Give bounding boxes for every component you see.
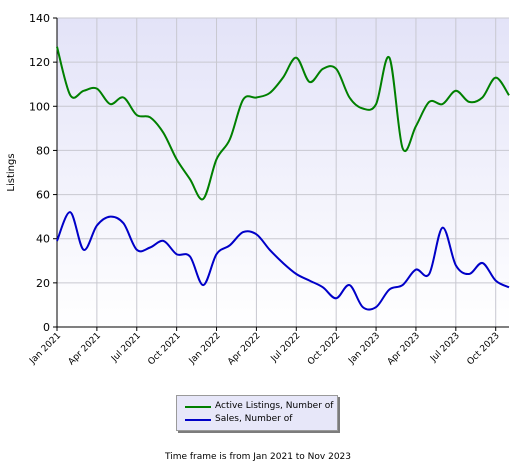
legend-item-sales: Sales, Number of	[177, 413, 337, 427]
y-tick-label: 60	[36, 189, 50, 202]
y-tick-label: 100	[29, 100, 50, 113]
x-tick-label: Apr 2022	[226, 331, 262, 367]
y-tick-label: 0	[43, 321, 50, 334]
y-axis-label: Listings	[6, 153, 17, 191]
x-tick-label: Apr 2021	[67, 331, 103, 367]
x-tick-label: Jul 2023	[428, 331, 462, 365]
series-line-sales	[56, 211, 510, 311]
series-lines	[56, 46, 510, 311]
y-tick-label: 80	[36, 144, 50, 157]
x-tick-label: Jul 2022	[269, 331, 303, 365]
x-tick-label: Oct 2022	[306, 331, 342, 367]
x-tick-label: Jul 2021	[109, 331, 143, 365]
y-tick-labels: 0 20 40 60 80 100 120 140	[29, 12, 50, 334]
legend-item-active-listings: Active Listings, Number of	[177, 400, 337, 414]
x-tick-label: Jan 2021	[27, 331, 63, 367]
x-tick-label: Jan 2023	[346, 331, 382, 367]
plot-area	[57, 18, 509, 327]
x-tick-label: Jan 2022	[187, 331, 223, 367]
legend-label-active-listings: Active Listings, Number of	[215, 401, 334, 411]
y-tick-label: 120	[29, 56, 50, 69]
x-tick-label: Oct 2023	[466, 331, 502, 367]
legend-label-sales: Sales, Number of	[215, 414, 293, 424]
legend: Active Listings, Number of Sales, Number…	[176, 395, 338, 431]
y-tick-label: 140	[29, 12, 50, 25]
y-tick-label: 20	[36, 277, 50, 290]
legend-swatch-active-listings	[185, 406, 211, 408]
series-line-active-listings	[56, 46, 510, 201]
time-frame-caption: Time frame is from Jan 2021 to Nov 2023	[164, 452, 352, 462]
x-tick-label: Oct 2021	[146, 331, 182, 367]
grid	[53, 17, 509, 331]
legend-swatch-sales	[185, 419, 211, 421]
axes	[56, 18, 509, 328]
x-tick-labels: Jan 2021 Apr 2021 Jul 2021 Oct 2021 Jan 2022…	[27, 331, 502, 367]
x-tick-label: Apr 2023	[386, 331, 422, 367]
y-tick-label: 40	[36, 233, 50, 246]
